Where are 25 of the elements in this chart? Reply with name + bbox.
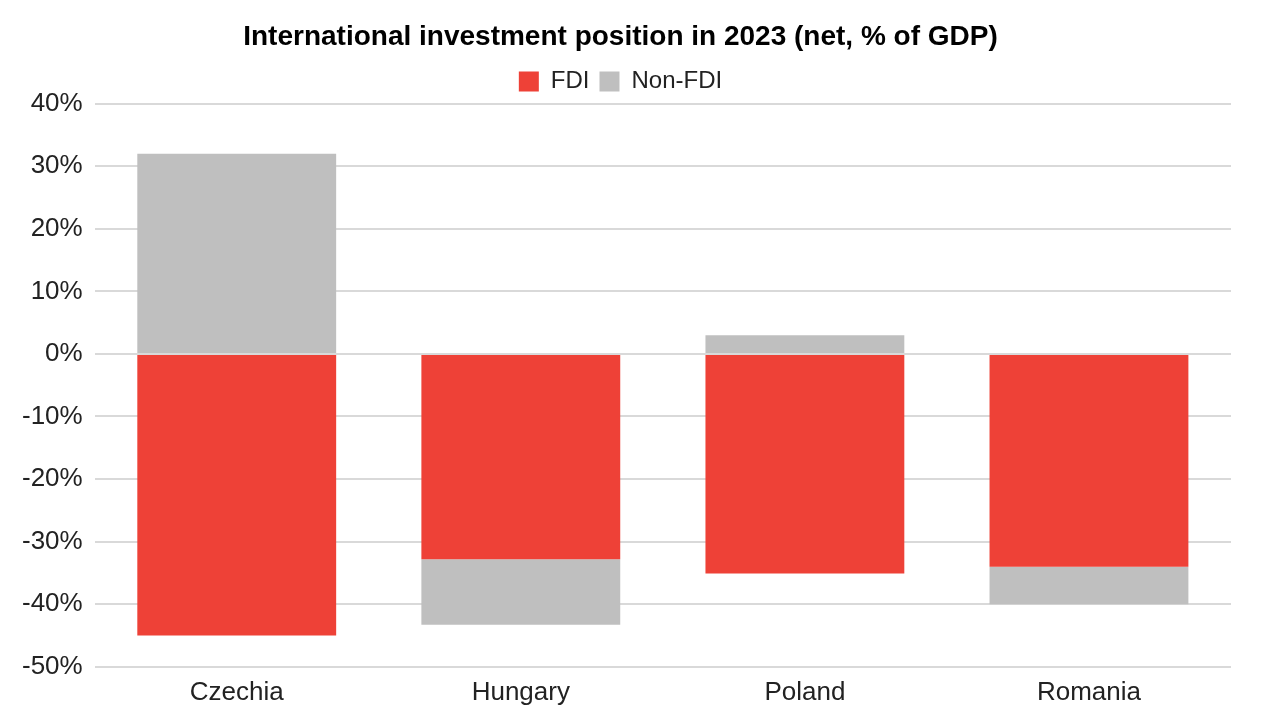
bar <box>705 335 905 353</box>
y-tick-label: 0% <box>45 337 83 368</box>
bar <box>137 354 337 636</box>
y-tick-label: -50% <box>21 649 83 680</box>
y-tick-label: 20% <box>30 211 83 242</box>
y-tick-label: -30% <box>21 524 83 555</box>
y-tick-label: -20% <box>21 462 83 493</box>
y-tick-label: 40% <box>30 86 83 117</box>
x-tick-label: Romania <box>1036 675 1142 706</box>
x-tick-label: Czechia <box>189 675 285 706</box>
bar <box>421 559 621 625</box>
bar <box>989 354 1189 567</box>
x-tick-label: Poland <box>764 675 846 706</box>
y-tick-label: 30% <box>30 149 83 180</box>
bar <box>137 153 337 353</box>
y-tick-label: -40% <box>21 587 83 618</box>
chart-title: International investment position in 2023 (net, % of GDP) <box>243 19 998 51</box>
y-tick-label: 10% <box>30 274 83 305</box>
x-tick-label: Hungary <box>471 675 570 706</box>
bar <box>705 354 905 574</box>
y-tick-label: -10% <box>21 399 83 430</box>
legend-label: Non-FDI <box>631 66 723 94</box>
bar <box>421 354 621 560</box>
legend-label: FDI <box>550 66 590 94</box>
bar <box>989 566 1189 605</box>
